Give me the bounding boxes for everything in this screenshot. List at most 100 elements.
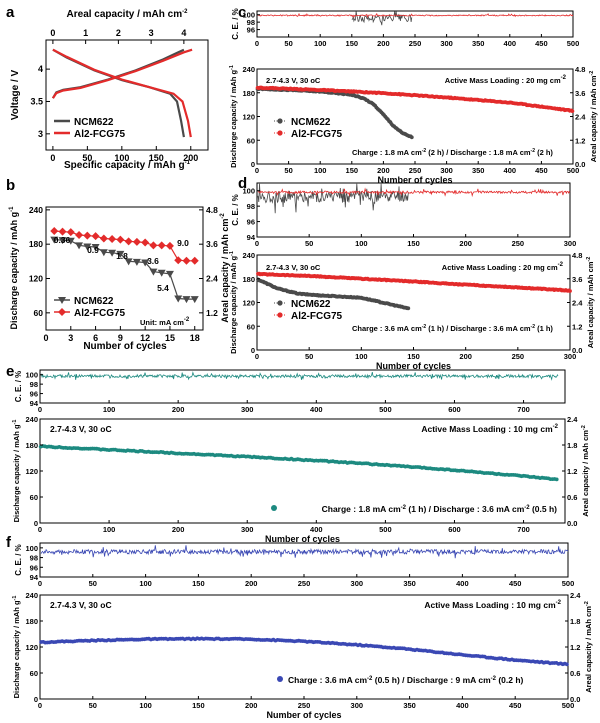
x-axis-title: Number of cycles <box>265 534 340 544</box>
x-tick-label: 250 <box>298 701 311 710</box>
superscript: -2 <box>553 424 559 430</box>
ce-x-tick-label: 250 <box>298 579 311 588</box>
ce-x-tick-label: 200 <box>459 239 472 248</box>
x-tick-label: 0 <box>255 352 259 361</box>
ce-x-tick-label: 200 <box>377 39 390 48</box>
capacity-series-al2-fcg75 <box>256 271 572 293</box>
loading-label: Active Mass Loading : 20 mg cm-2 <box>442 262 564 272</box>
text-part: oC <box>310 263 321 272</box>
superscript: -1 <box>9 206 15 212</box>
right-y-tick-label: 2.4 <box>572 299 583 308</box>
text-part: (1 h) / Discharge : 3.6 mA cm <box>426 324 531 333</box>
x-tick-label: 18 <box>190 333 200 343</box>
top-x-tick-label: 3 <box>149 28 154 38</box>
right-y-tick-label: 2.4 <box>567 415 578 424</box>
superscript: -2 <box>182 9 188 15</box>
y-tick-label: 3 <box>38 129 43 139</box>
top-x-tick-label: 2 <box>116 28 121 38</box>
ce-y-tick-label: 96 <box>30 563 38 572</box>
x-tick-label: 400 <box>504 166 517 175</box>
text-part: oC <box>310 76 321 85</box>
data-point-triangle <box>99 249 108 257</box>
plot-frame <box>45 206 204 331</box>
text-part: Active Mass Loading : 10 mg cm <box>424 600 556 610</box>
data-point <box>406 306 411 311</box>
data-point-triangle <box>141 259 150 267</box>
text-part: Active Mass Loading : 10 mg cm <box>421 424 553 434</box>
data-point-diamond <box>165 241 174 250</box>
superscript: -2 <box>491 676 497 682</box>
ce-axis-title: C. E. / % <box>14 544 23 576</box>
data-point-diamond <box>149 241 158 250</box>
text-part: Areal capacity / mAh cm <box>586 261 595 348</box>
legend-label: NCM622 <box>291 299 331 310</box>
loading-label: Active Mass Loading : 20 mg cm-2 <box>445 75 567 85</box>
data-point-diamond <box>141 238 150 247</box>
legend-label: NCM622 <box>74 117 114 128</box>
capacity-series-al2-fcg75 <box>39 636 569 667</box>
data-point <box>409 135 414 140</box>
right-y-tick-label: 3.6 <box>575 89 585 98</box>
superscript: -1 <box>12 420 18 425</box>
y-axis-title: Discharge capacity / mAh g-1 <box>9 206 19 330</box>
y-tick-label: 240 <box>242 65 255 74</box>
ce-y-tick-label: 98 <box>247 18 255 27</box>
rate-label: 9.0 <box>177 238 189 248</box>
voltage-curve <box>51 48 193 99</box>
x-tick-label: 0 <box>50 153 55 163</box>
x-tick-label: 50 <box>89 701 97 710</box>
ce-x-tick-label: 300 <box>241 405 254 414</box>
legend-label: Al2-FCG75 <box>74 308 126 319</box>
y-tick-label: 240 <box>29 205 43 215</box>
ce-x-tick-label: 150 <box>407 239 420 248</box>
data-point <box>554 477 559 482</box>
data-point-diamond <box>75 231 84 240</box>
ce-x-tick-label: 350 <box>472 39 485 48</box>
superscript: -2 <box>367 676 373 682</box>
superscript: -2 <box>422 148 427 154</box>
x-tick-label: 400 <box>310 525 323 534</box>
right-y-axis-title: Areal capacity / mAh cm-2 <box>584 601 593 693</box>
right-y-tick-label: 2.4 <box>575 113 586 122</box>
right-y-tick-label: 1.2 <box>567 467 577 476</box>
legend-marker <box>271 505 277 511</box>
rate-label: 1.8 <box>116 251 128 261</box>
data-point-diamond <box>116 235 125 244</box>
data-point-triangle <box>116 250 125 258</box>
ce-x-tick-label: 300 <box>351 579 364 588</box>
ce-x-tick-label: 200 <box>172 405 185 414</box>
x-tick-label: 12 <box>140 333 150 343</box>
y-tick-label: 60 <box>247 322 255 331</box>
ce-x-tick-label: 0 <box>255 39 259 48</box>
x-axis-title: Specific capacity / mAh g-1 <box>64 160 191 171</box>
x-tick-label: 250 <box>409 166 422 175</box>
x-tick-label: 700 <box>517 525 530 534</box>
ce-y-tick-label: 96 <box>247 26 255 35</box>
unit-note: Unit: mA cm-2 <box>140 317 190 327</box>
text-part: 2.7-4.3 V, 30 <box>266 263 310 272</box>
superscript: -2 <box>581 425 587 430</box>
capacity-series-al2-fcg75 <box>255 85 575 113</box>
right-y-tick-label: 1.8 <box>567 441 577 450</box>
text-part: 2.7-4.3 V, 30 <box>266 76 310 85</box>
ce-y-tick-label: 96 <box>247 218 255 227</box>
right-y-tick-label: 2.4 <box>570 591 581 600</box>
data-point-diamond <box>132 237 141 246</box>
ce-y-tick-label: 96 <box>30 390 38 399</box>
data-point <box>570 109 575 113</box>
right-y-tick-label: 0.0 <box>570 695 580 704</box>
x-tick-label: 600 <box>448 525 461 534</box>
ce-x-tick-label: 400 <box>456 579 469 588</box>
ce-y-tick-label: 98 <box>247 202 255 211</box>
y-tick-label: 240 <box>25 591 38 600</box>
ce-y-tick-label: 100 <box>242 11 255 20</box>
data-point <box>568 289 572 293</box>
x-tick-label: 500 <box>567 166 580 175</box>
superscript: -2 <box>422 324 427 330</box>
ce-trace <box>351 11 413 26</box>
x-tick-label: 200 <box>245 701 258 710</box>
data-point-diamond <box>190 256 199 265</box>
ce-axis-title: C. E. / % <box>231 194 240 226</box>
ce-x-tick-label: 450 <box>509 579 522 588</box>
ce-x-tick-label: 300 <box>440 39 453 48</box>
